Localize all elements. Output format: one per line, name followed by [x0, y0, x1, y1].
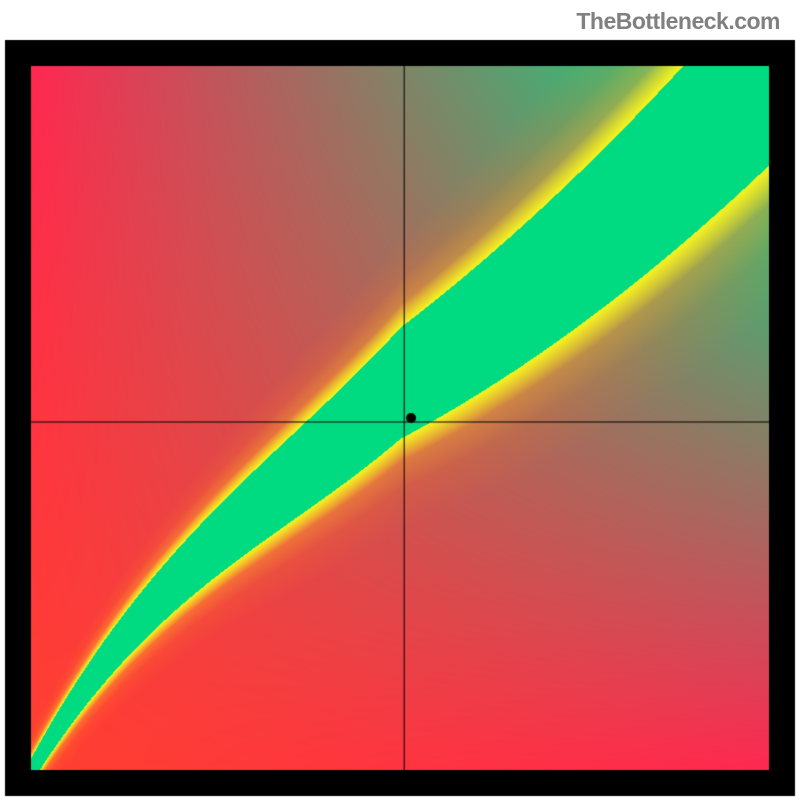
bottleneck-heatmap: [0, 0, 800, 800]
chart-container: TheBottleneck.com: [0, 0, 800, 800]
attribution-text: TheBottleneck.com: [576, 8, 780, 35]
